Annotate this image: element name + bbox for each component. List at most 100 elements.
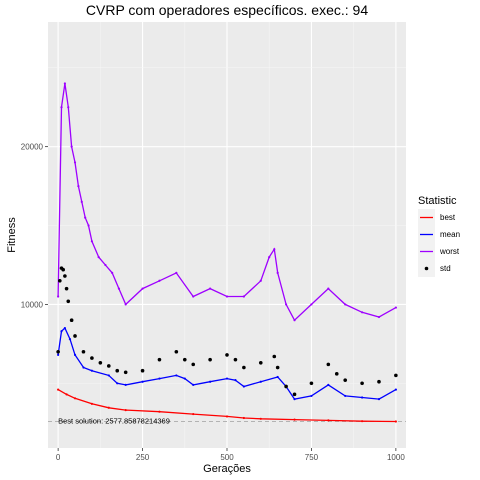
data-point-mean xyxy=(344,394,347,398)
data-point-worst xyxy=(73,161,77,164)
data-point-best xyxy=(242,416,245,420)
grid xyxy=(48,22,406,448)
data-point-worst xyxy=(377,315,381,319)
data-point-mean xyxy=(276,375,279,379)
chart-title: CVRP com operadores específicos. exec.: … xyxy=(86,2,368,18)
legend-title: Statistic xyxy=(418,195,457,207)
data-point-mean xyxy=(225,377,229,380)
axes: 0 250 500 750 1000 10000 20000 xyxy=(21,143,406,462)
data-point-std xyxy=(64,286,69,291)
data-point-std xyxy=(81,349,86,354)
data-point-worst xyxy=(104,263,107,267)
data-point-std xyxy=(284,384,288,389)
data-point-std xyxy=(115,368,120,373)
data-point-std xyxy=(272,354,277,359)
x-tick-label: 500 xyxy=(220,453,234,462)
data-point-mean xyxy=(192,383,195,386)
data-point-best xyxy=(225,415,229,418)
data-point-worst xyxy=(242,295,245,298)
y-tick-label: 20000 xyxy=(21,143,44,152)
data-point-best xyxy=(259,417,262,420)
data-point-worst xyxy=(63,82,66,85)
data-point-std xyxy=(98,361,103,365)
data-point-std xyxy=(56,349,60,354)
data-point-std xyxy=(377,379,381,384)
data-point-std xyxy=(123,370,128,375)
data-point-worst xyxy=(97,255,100,259)
legend-label: mean xyxy=(440,230,460,239)
data-point-worst xyxy=(80,200,83,203)
data-point-mean xyxy=(73,353,77,357)
data-point-worst xyxy=(209,287,212,290)
data-point-std xyxy=(208,357,212,362)
legend-item-std: std xyxy=(418,260,451,277)
data-point-std xyxy=(69,318,74,323)
legend-item-mean: mean xyxy=(418,226,460,243)
series-mean xyxy=(57,326,397,401)
data-point-mean xyxy=(158,377,161,380)
data-point-worst xyxy=(268,255,271,259)
data-point-worst xyxy=(57,295,60,298)
data-point-std xyxy=(66,299,71,304)
data-point-worst xyxy=(293,319,296,322)
data-point-worst xyxy=(327,287,330,290)
x-axis-title: Gerações xyxy=(203,463,251,475)
data-point-mean xyxy=(377,397,381,401)
data-point-worst xyxy=(111,271,114,274)
data-point-std xyxy=(191,362,196,367)
data-point-best xyxy=(107,406,110,409)
data-point-best xyxy=(65,393,68,396)
data-point-mean xyxy=(124,383,127,386)
data-point-worst xyxy=(394,306,397,309)
data-point-mean xyxy=(327,383,330,386)
data-point-mean xyxy=(90,369,94,372)
data-point-best xyxy=(394,420,397,423)
legend-label: best xyxy=(440,213,456,222)
data-point-mean xyxy=(68,338,72,341)
data-point-best xyxy=(192,412,195,416)
data-point-best xyxy=(57,388,60,391)
data-point-std xyxy=(225,353,229,357)
legend-item-best: best xyxy=(418,209,456,226)
data-point-std xyxy=(233,357,238,362)
data-point-mean xyxy=(209,380,212,383)
data-point-std xyxy=(174,349,179,354)
data-point-mean xyxy=(57,353,60,357)
data-point-std xyxy=(58,278,62,283)
data-point-worst xyxy=(90,240,94,243)
data-point-worst xyxy=(70,145,73,148)
x-tick-label: 750 xyxy=(305,453,319,462)
data-point-worst xyxy=(84,216,87,219)
data-point-best xyxy=(293,418,296,421)
data-point-mean xyxy=(183,377,186,380)
series-best xyxy=(57,388,397,423)
data-point-worst xyxy=(175,271,178,274)
data-point-mean xyxy=(82,366,85,369)
data-point-std xyxy=(275,365,280,370)
x-tick-label: 1000 xyxy=(387,453,405,462)
data-point-std xyxy=(326,362,331,367)
legend-label: std xyxy=(440,264,451,273)
data-point-std xyxy=(182,357,187,362)
data-point-mean xyxy=(360,396,364,399)
data-point-best xyxy=(90,402,94,405)
data-point-std xyxy=(258,361,263,365)
data-point-worst xyxy=(285,303,288,306)
data-point-best xyxy=(360,420,364,423)
data-point-mean xyxy=(259,380,262,383)
data-point-std xyxy=(309,381,314,386)
data-point-worst xyxy=(77,184,80,188)
data-point-mean xyxy=(60,330,63,333)
data-point-worst xyxy=(344,303,347,306)
data-point-std xyxy=(61,267,65,272)
data-point-std xyxy=(292,392,297,397)
data-point-best xyxy=(73,397,77,400)
data-point-mean xyxy=(310,394,313,398)
data-point-worst xyxy=(67,106,70,109)
data-point-worst xyxy=(60,106,63,109)
data-point-worst xyxy=(87,224,90,227)
y-tick-label: 10000 xyxy=(21,300,44,309)
data-point-std xyxy=(334,372,339,376)
data-point-mean xyxy=(116,382,119,385)
